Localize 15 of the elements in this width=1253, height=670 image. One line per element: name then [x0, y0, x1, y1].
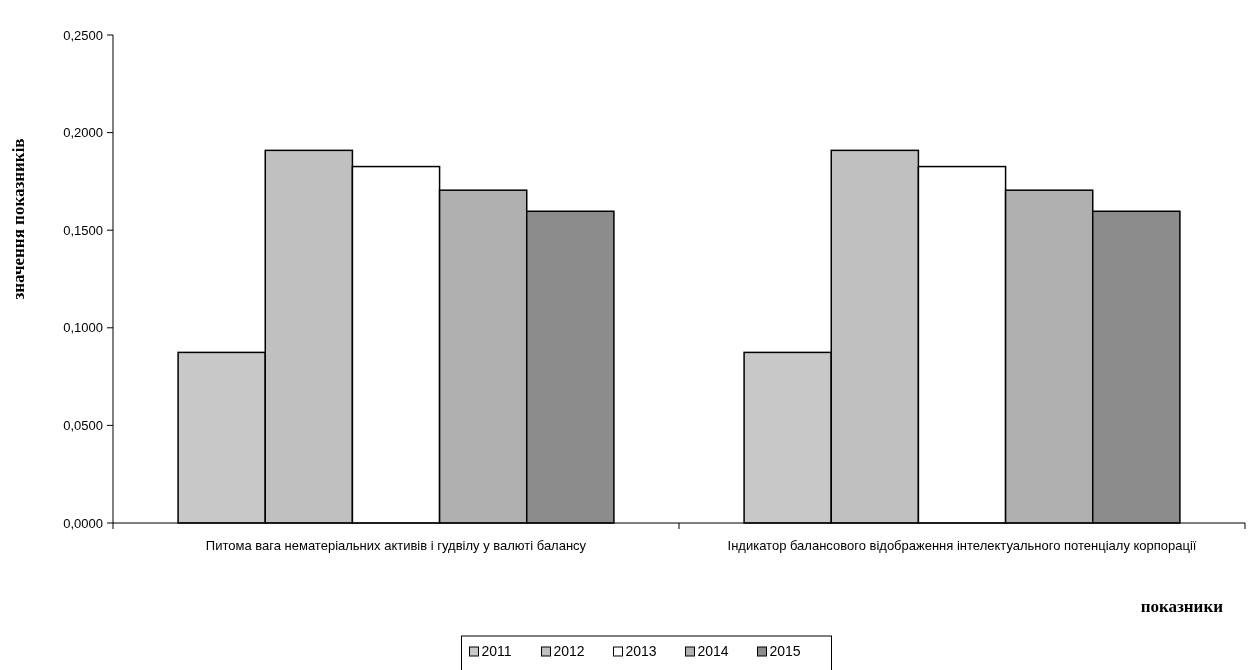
legend-label: 2012	[553, 643, 585, 659]
legend-label: 2011	[481, 643, 512, 659]
y-tick-label: 0,0500	[63, 417, 103, 433]
legend-label: 2014	[697, 643, 729, 659]
y-tick-label: 0,2000	[63, 125, 103, 141]
legend-label: 2015	[769, 643, 801, 659]
y-tick-label: 0,1500	[63, 222, 103, 238]
y-axis-title: значення показників	[9, 138, 28, 300]
x-tick-label: Питома вага нематеріальних активів і гудвілу у валюті балансу	[205, 538, 587, 553]
y-tick-label: 0,1000	[63, 320, 103, 336]
x-tick-label: Індикатор балансового відображення інтелектуального потенціалу корпорації	[727, 538, 1197, 553]
y-tick-label: 0,2500	[63, 27, 103, 43]
y-tick-label: 0,0000	[63, 515, 103, 531]
legend-label: 2013	[625, 643, 657, 659]
x-axis-title: показники	[1140, 597, 1224, 616]
